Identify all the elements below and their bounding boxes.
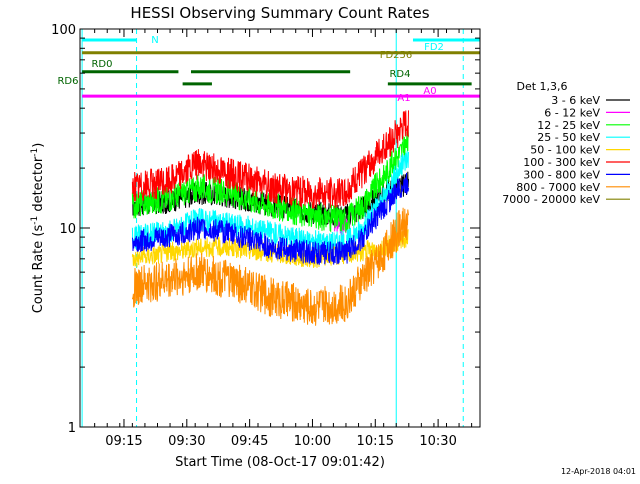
x-axis-label: Start Time (08-Oct-17 09:01:42) — [175, 455, 385, 470]
x-axis-ticks: 09:15 09:30 09:45 10:00 10:15 10:30 — [94, 29, 473, 449]
series-3 — [131, 150, 409, 256]
y-axis-label-sup1: -1 — [30, 216, 40, 225]
series-7 — [131, 207, 409, 326]
legend-label-2: 12 - 25 keV — [537, 119, 600, 132]
x-tick-label-1: 09:30 — [168, 434, 205, 449]
series-line-7 — [131, 207, 409, 326]
x-tick-label-5: 10:30 — [419, 434, 456, 449]
x-tick-label-2: 09:45 — [231, 434, 268, 449]
legend-label-1: 6 - 12 keV — [544, 106, 600, 119]
status-label-7: A0 — [423, 86, 436, 97]
status-label-6: A1 — [397, 93, 410, 104]
y-axis-label: Count Rate (s-1 detector-1) — [30, 143, 46, 314]
plot-area: N FD2 FD256 RD0 RD4 RD6 A1 A0 — [57, 29, 480, 427]
legend-label-7: 800 - 7000 keV — [516, 181, 600, 194]
series-line-5 — [131, 110, 409, 209]
series-5 — [131, 110, 409, 209]
x-tick-label-3: 10:00 — [294, 434, 331, 449]
y-axis-label-main: Count Rate (s — [31, 225, 46, 314]
status-label-2: FD256 — [380, 50, 413, 61]
legend-label-5: 100 - 300 keV — [523, 156, 600, 169]
status-label-4: RD4 — [389, 69, 410, 80]
chart-title: HESSI Observing Summary Count Rates — [130, 4, 429, 22]
legend-label-0: 3 - 6 keV — [551, 94, 600, 107]
status-label-5: RD6 — [57, 76, 78, 87]
x-tick-label-4: 10:15 — [357, 434, 394, 449]
status-label-1: FD2 — [424, 42, 444, 53]
footer-timestamp: 12-Apr-2018 04:01 — [561, 467, 636, 476]
y-axis-label-sup2: -1 — [30, 148, 40, 157]
series-line-6 — [131, 172, 409, 265]
legend-label-4: 50 - 100 keV — [530, 144, 600, 157]
series-6 — [131, 172, 409, 265]
status-label-3: RD0 — [91, 59, 112, 70]
y-tick-label-0: 1 — [68, 421, 76, 436]
legend-label-6: 300 - 800 keV — [523, 168, 600, 181]
legend-title: Det 1,3,6 — [516, 80, 567, 93]
x-tick-label-0: 09:15 — [105, 434, 142, 449]
legend-label-8: 7000 - 20000 keV — [502, 193, 600, 206]
y-axis-ticks: 1 10 100 — [51, 23, 480, 436]
y-tick-label-1: 10 — [59, 222, 76, 237]
series-line-3 — [131, 150, 409, 256]
status-label-0: N — [151, 35, 158, 46]
y-axis-label-mid: detector — [31, 156, 46, 216]
y-tick-label-2: 100 — [51, 23, 76, 38]
y-axis-label-end: ) — [31, 143, 46, 148]
legend-label-3: 25 - 50 keV — [537, 131, 600, 144]
